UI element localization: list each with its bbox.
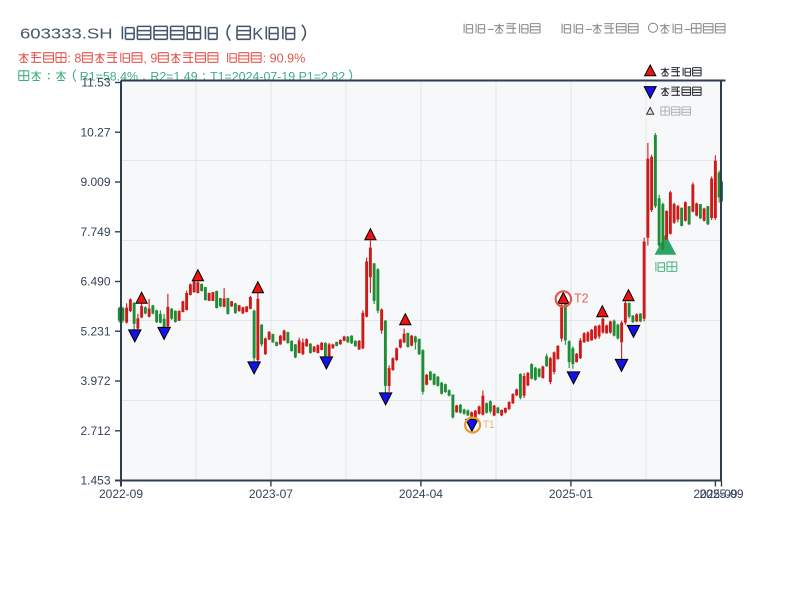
svg-text:10.27: 10.27 — [80, 125, 110, 139]
svg-text:5.231: 5.231 — [80, 324, 110, 338]
svg-text:: 90.9%: : 90.9% — [263, 52, 306, 66]
svg-text:9.009: 9.009 — [80, 175, 110, 189]
svg-text:T1: T1 — [483, 419, 495, 431]
svg-text:2023-07: 2023-07 — [249, 487, 293, 501]
svg-text:7.749: 7.749 — [80, 225, 110, 239]
svg-text:2025-01: 2025-01 — [549, 487, 593, 501]
svg-text:603333.SH: 603333.SH — [20, 27, 113, 43]
svg-text:2025-09: 2025-09 — [699, 487, 743, 501]
svg-text:T2: T2 — [574, 292, 589, 306]
svg-text:2025-09: 2025-09 — [693, 487, 737, 501]
svg-text:K: K — [252, 24, 263, 43]
svg-text:2024-04: 2024-04 — [399, 487, 443, 501]
svg-text:2022-09: 2022-09 — [99, 487, 143, 501]
svg-text:, 9: , 9 — [143, 52, 157, 66]
svg-text:1.453: 1.453 — [80, 474, 110, 488]
svg-text:3.972: 3.972 — [80, 374, 110, 388]
svg-text:2.712: 2.712 — [80, 424, 110, 438]
svg-text:: 8: : 8 — [67, 52, 81, 66]
svg-text:11.53: 11.53 — [81, 76, 110, 90]
svg-text:6.490: 6.490 — [80, 275, 110, 289]
